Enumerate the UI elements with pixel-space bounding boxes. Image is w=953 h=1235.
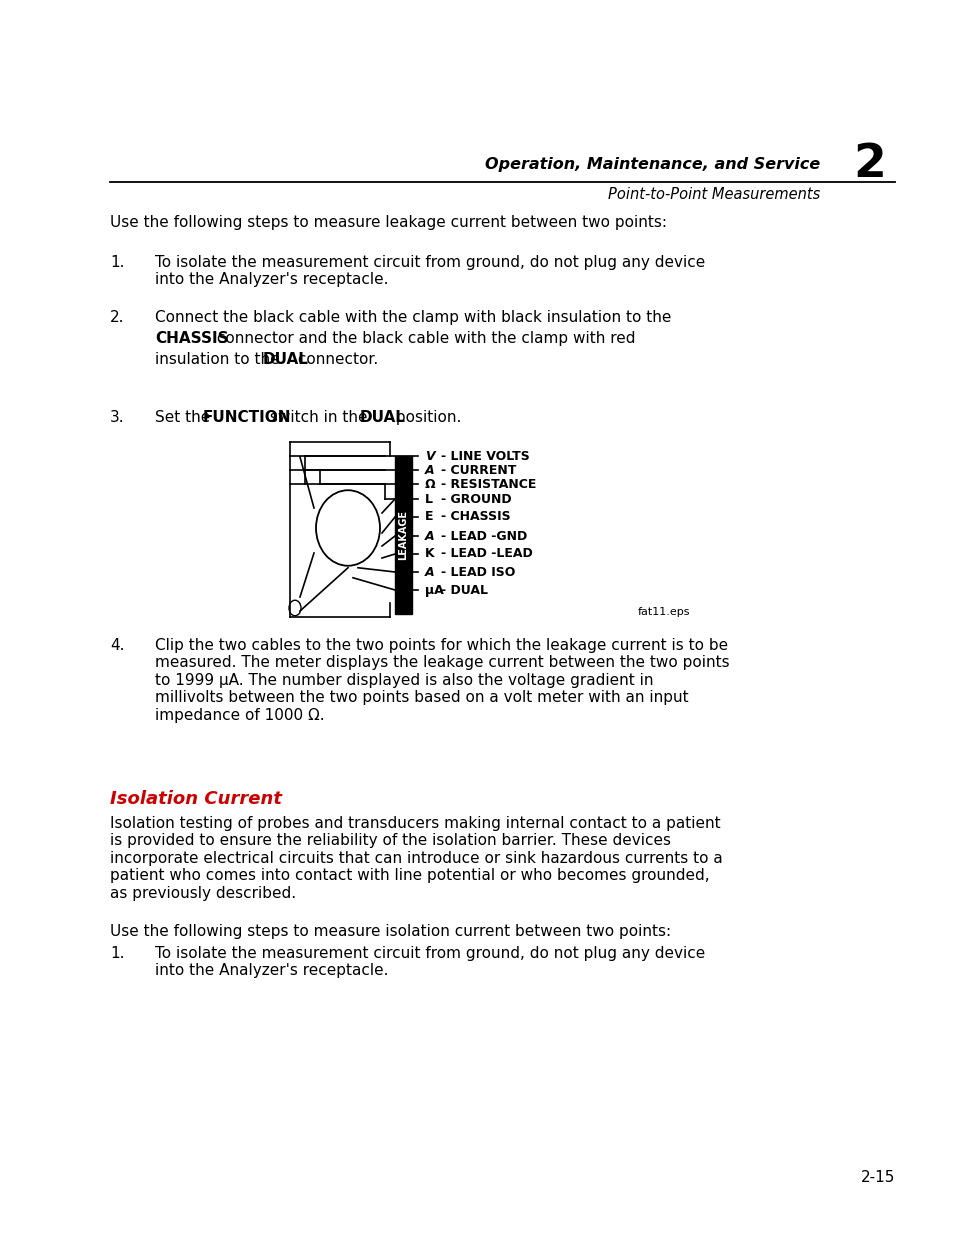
Text: Isolation testing of probes and transducers making internal contact to a patient: Isolation testing of probes and transduc… <box>110 816 722 900</box>
Text: Set the: Set the <box>154 410 214 425</box>
Text: Use the following steps to measure isolation current between two points:: Use the following steps to measure isola… <box>110 924 670 939</box>
Text: - CURRENT: - CURRENT <box>440 463 516 477</box>
Text: 3.: 3. <box>110 410 125 425</box>
Text: insulation to the: insulation to the <box>154 352 284 367</box>
Text: position.: position. <box>391 410 461 425</box>
Text: FUNCTION: FUNCTION <box>203 410 292 425</box>
Text: connector and the black cable with the clamp with red: connector and the black cable with the c… <box>212 331 635 346</box>
Text: fat11.eps: fat11.eps <box>637 606 689 618</box>
Text: - LEAD -GND: - LEAD -GND <box>440 530 527 542</box>
Text: A: A <box>424 463 435 477</box>
Text: To isolate the measurement circuit from ground, do not plug any device
into the : To isolate the measurement circuit from … <box>154 254 704 288</box>
Text: DUAL: DUAL <box>359 410 405 425</box>
Text: 4.: 4. <box>110 638 125 653</box>
Text: CHASSIS: CHASSIS <box>154 331 229 346</box>
Text: Operation, Maintenance, and Service: Operation, Maintenance, and Service <box>484 157 820 172</box>
Text: To isolate the measurement circuit from ground, do not plug any device
into the : To isolate the measurement circuit from … <box>154 946 704 978</box>
Text: Point-to-Point Measurements: Point-to-Point Measurements <box>607 186 820 203</box>
Text: K: K <box>424 547 435 561</box>
Text: - LINE VOLTS: - LINE VOLTS <box>440 450 529 462</box>
Text: Isolation Current: Isolation Current <box>110 790 282 808</box>
Text: A: A <box>424 566 435 578</box>
Text: - CHASSIS: - CHASSIS <box>440 510 510 524</box>
Text: Use the following steps to measure leakage current between two points:: Use the following steps to measure leaka… <box>110 215 666 230</box>
Text: - LEAD ISO: - LEAD ISO <box>440 566 515 578</box>
Text: L: L <box>424 493 433 505</box>
Text: 1.: 1. <box>110 946 125 961</box>
Text: - LEAD -LEAD: - LEAD -LEAD <box>440 547 532 561</box>
Text: 2: 2 <box>853 142 885 186</box>
Text: - DUAL: - DUAL <box>440 583 488 597</box>
Text: E: E <box>424 510 433 524</box>
Text: 2-15: 2-15 <box>860 1170 894 1186</box>
Text: Clip the two cables to the two points for which the leakage current is to be
mea: Clip the two cables to the two points fo… <box>154 638 729 722</box>
Text: - GROUND: - GROUND <box>440 493 511 505</box>
Text: V: V <box>424 450 435 462</box>
Text: - RESISTANCE: - RESISTANCE <box>440 478 536 490</box>
Text: 2.: 2. <box>110 310 125 325</box>
Bar <box>395 456 412 614</box>
Text: μA: μA <box>424 583 443 597</box>
Text: Connect the black cable with the clamp with black insulation to the: Connect the black cable with the clamp w… <box>154 310 671 325</box>
Text: 1.: 1. <box>110 254 125 270</box>
Text: LEAKAGE: LEAKAGE <box>398 510 408 559</box>
Text: A: A <box>424 530 435 542</box>
Text: DUAL: DUAL <box>263 352 309 367</box>
Text: switch in the: switch in the <box>265 410 372 425</box>
Text: connector.: connector. <box>293 352 377 367</box>
Text: Ω: Ω <box>424 478 436 490</box>
